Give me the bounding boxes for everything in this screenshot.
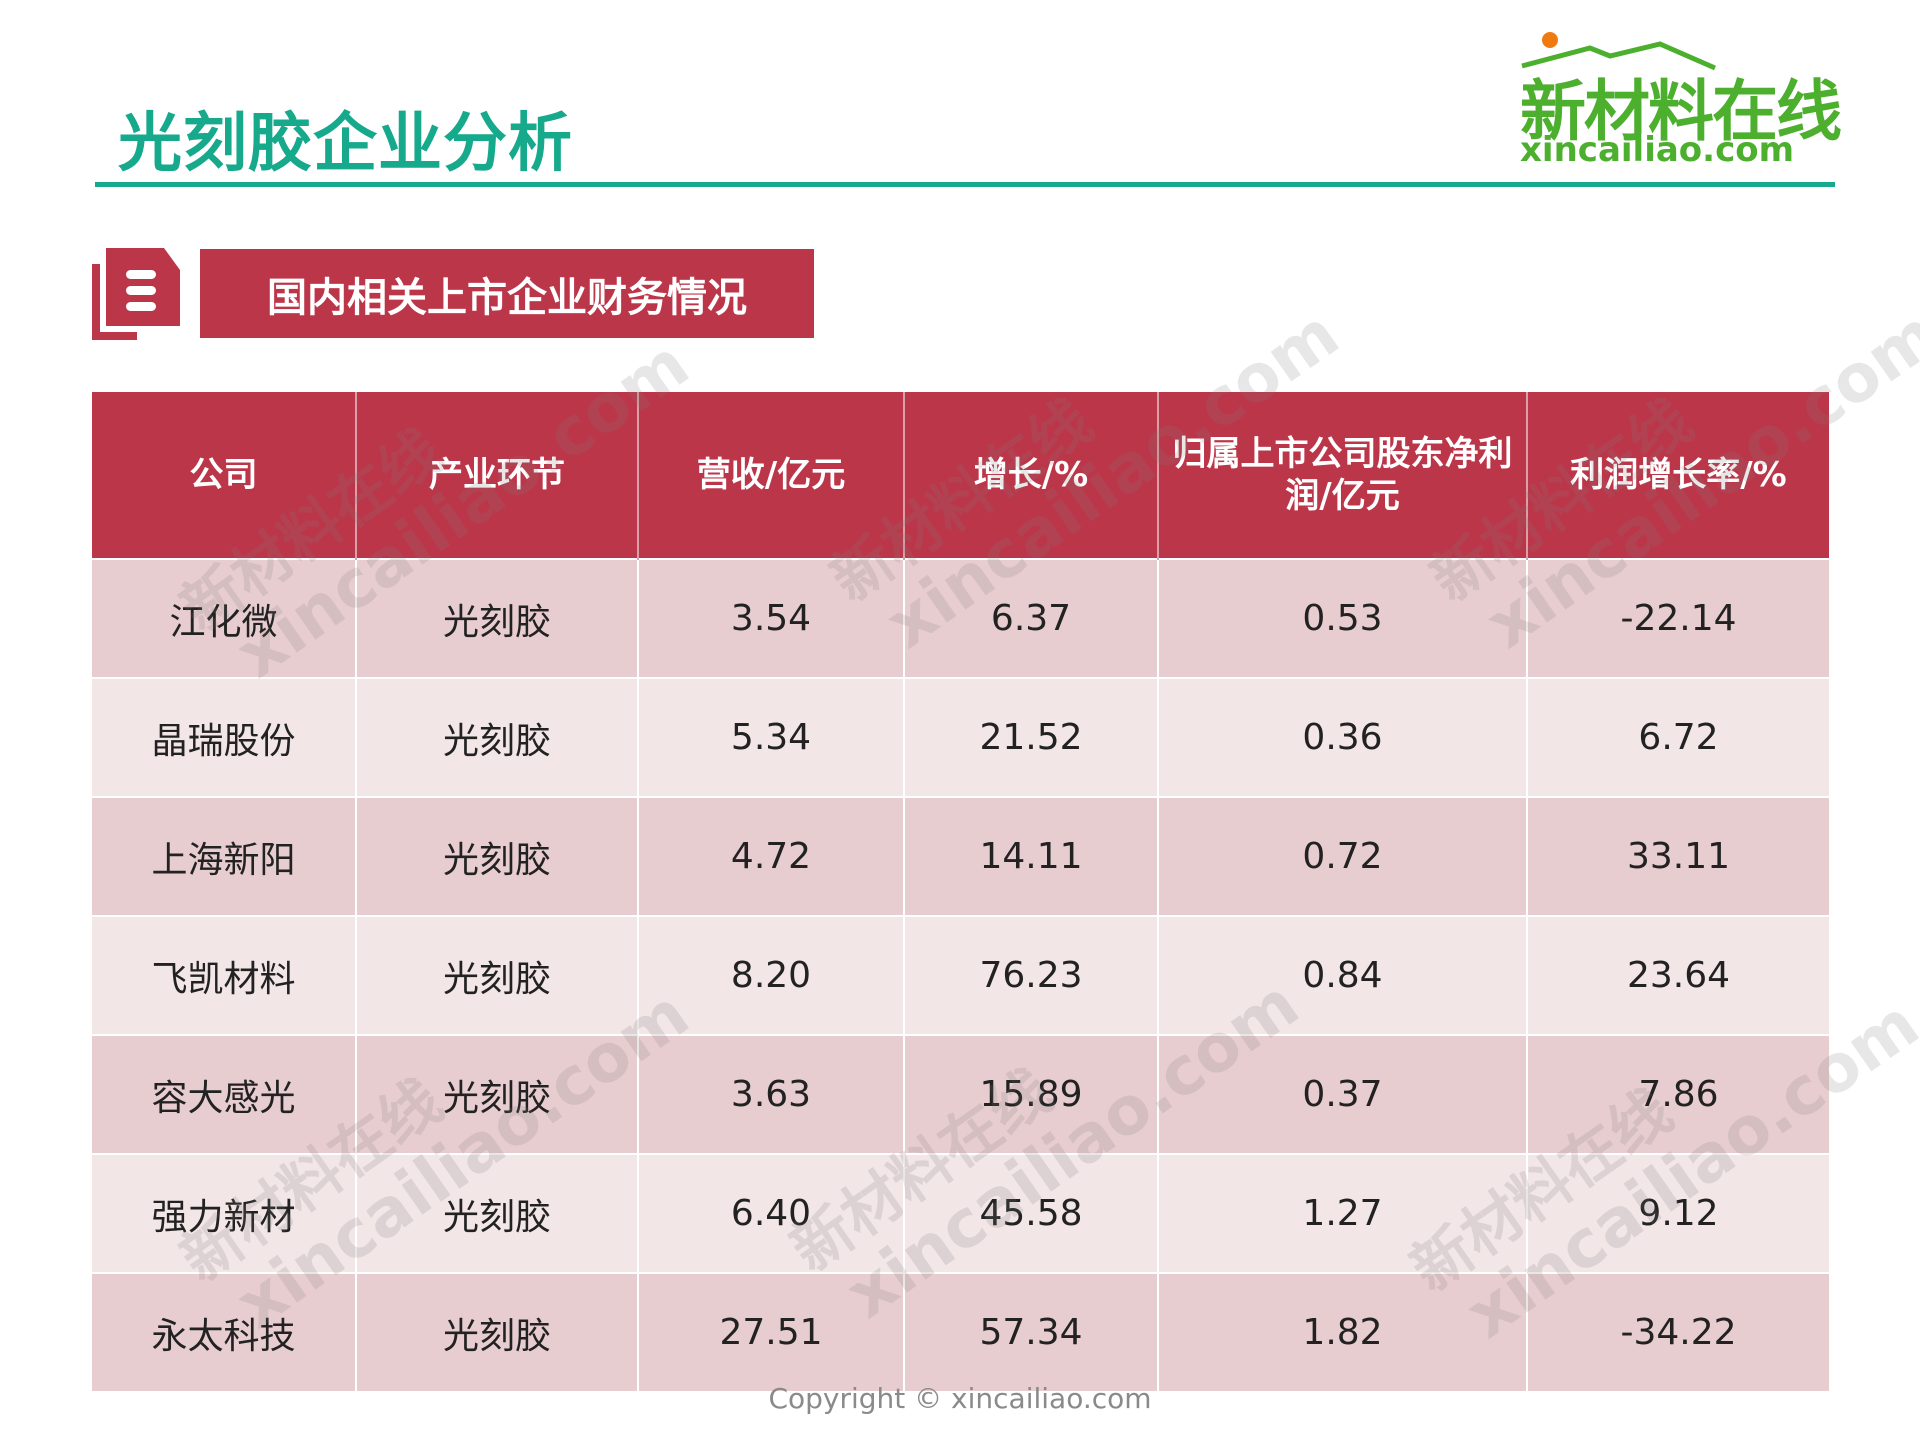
table-cell: 1.27 — [1158, 1153, 1528, 1273]
table-cell: 容大感光 — [92, 1034, 357, 1154]
table-cell: 飞凯材料 — [92, 915, 357, 1035]
table-cell: 光刻胶 — [356, 915, 639, 1035]
table-cell: 3.54 — [638, 558, 905, 678]
table-cell: 8.20 — [638, 915, 905, 1035]
table-cell: 光刻胶 — [356, 558, 639, 678]
logo-text-cn: 新材料在线 — [1520, 73, 1842, 150]
column-header: 营收/亿元 — [638, 392, 905, 559]
table-cell: 光刻胶 — [356, 1272, 639, 1391]
table-cell: 1.82 — [1158, 1272, 1528, 1391]
table-cell: 光刻胶 — [356, 677, 639, 797]
column-header: 利润增长率/% — [1527, 392, 1829, 559]
table-cell: 76.23 — [904, 915, 1159, 1035]
table-cell: 4.72 — [638, 796, 905, 916]
title-divider — [95, 182, 1835, 187]
logo-text-en: xincailiao.com — [1520, 130, 1795, 170]
financial-table: 公司 产业环节 营收/亿元 增长/% 归属上市公司股东净利润/亿元 利润增长率/… — [92, 392, 1829, 1391]
table-cell: 强力新材 — [92, 1153, 357, 1273]
table-row: 上海新阳 光刻胶 4.72 14.11 0.72 33.11 — [92, 796, 1829, 916]
document-list-icon — [92, 248, 180, 340]
table-cell: 6.40 — [638, 1153, 905, 1273]
table-cell: 0.37 — [1158, 1034, 1528, 1154]
table-row: 飞凯材料 光刻胶 8.20 76.23 0.84 23.64 — [92, 915, 1829, 1035]
table-cell: 6.37 — [904, 558, 1159, 678]
table-cell: 晶瑞股份 — [92, 677, 357, 797]
column-header: 增长/% — [904, 392, 1159, 559]
table-cell: 14.11 — [904, 796, 1159, 916]
table-cell: 27.51 — [638, 1272, 905, 1391]
table-cell: 0.53 — [1158, 558, 1528, 678]
table-cell: -22.14 — [1527, 558, 1829, 678]
table-cell: 21.52 — [904, 677, 1159, 797]
table-row: 晶瑞股份 光刻胶 5.34 21.52 0.36 6.72 — [92, 677, 1829, 797]
page-title: 光刻胶企业分析 — [118, 107, 573, 181]
table-header-row: 公司 产业环节 营收/亿元 增长/% 归属上市公司股东净利润/亿元 利润增长率/… — [92, 392, 1829, 559]
table-cell: 0.36 — [1158, 677, 1528, 797]
brand-logo: 新材料在线 xincailiao.com — [1510, 28, 1842, 170]
table-cell: -34.22 — [1527, 1272, 1829, 1391]
table-cell: 45.58 — [904, 1153, 1159, 1273]
table-cell: 江化微 — [92, 558, 357, 678]
table-cell: 5.34 — [638, 677, 905, 797]
table-cell: 15.89 — [904, 1034, 1159, 1154]
table-cell: 23.64 — [1527, 915, 1829, 1035]
table-cell: 7.86 — [1527, 1034, 1829, 1154]
table-cell: 57.34 — [904, 1272, 1159, 1391]
table-cell: 上海新阳 — [92, 796, 357, 916]
table-cell: 3.63 — [638, 1034, 905, 1154]
table-row: 江化微 光刻胶 3.54 6.37 0.53 -22.14 — [92, 558, 1829, 678]
section-banner: 国内相关上市企业财务情况 — [200, 249, 814, 338]
copyright-footer: Copyright © xincailiao.com — [768, 1382, 1152, 1415]
table-cell: 33.11 — [1527, 796, 1829, 916]
table-row: 强力新材 光刻胶 6.40 45.58 1.27 9.12 — [92, 1153, 1829, 1273]
table-cell: 6.72 — [1527, 677, 1829, 797]
table-cell: 光刻胶 — [356, 1034, 639, 1154]
column-header: 归属上市公司股东净利润/亿元 — [1158, 392, 1528, 559]
house-roof-icon — [1521, 32, 1716, 71]
table-cell: 永太科技 — [92, 1272, 357, 1391]
table-cell: 0.72 — [1158, 796, 1528, 916]
table-cell: 光刻胶 — [356, 1153, 639, 1273]
table-row: 容大感光 光刻胶 3.63 15.89 0.37 7.86 — [92, 1034, 1829, 1154]
column-header: 公司 — [92, 392, 357, 559]
table-cell: 光刻胶 — [356, 796, 639, 916]
column-header: 产业环节 — [356, 392, 639, 559]
table-row: 永太科技 光刻胶 27.51 57.34 1.82 -34.22 — [92, 1272, 1829, 1391]
table-cell: 9.12 — [1527, 1153, 1829, 1273]
table-cell: 0.84 — [1158, 915, 1528, 1035]
